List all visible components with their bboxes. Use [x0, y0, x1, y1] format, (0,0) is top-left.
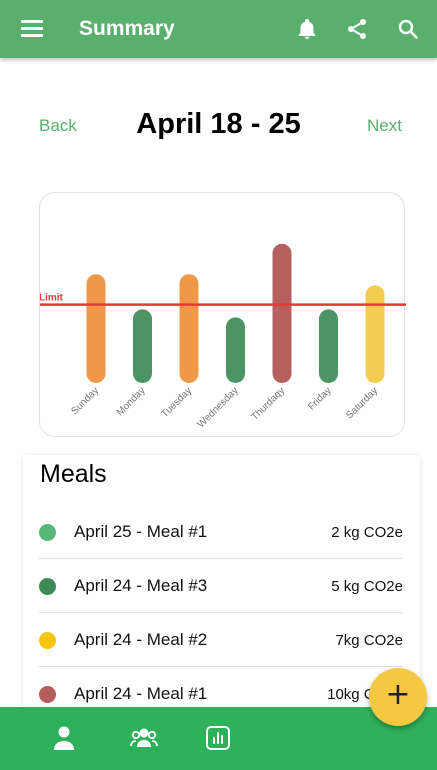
chart-category-label: Monday: [115, 385, 148, 418]
limit-label: Limit: [40, 293, 64, 304]
meal-status-dot: [39, 524, 56, 541]
chart-bar-tuesday: [179, 274, 199, 383]
chart-canvas: Sunday Monday Tuesday Wednesday Thurdaqy Frid…: [40, 243, 406, 430]
meal-name: April 24 - Meal #3: [74, 576, 208, 595]
chart-category-label: Friday: [306, 385, 333, 412]
chart-category-label: Tuesday: [159, 385, 194, 420]
bar-chart-icon[interactable]: [204, 724, 232, 752]
chart-bar-friday: [319, 309, 338, 383]
meal-emission: 5 kg CO2e: [331, 578, 403, 595]
chart-category-label: Thurdaqy: [249, 385, 287, 423]
next-button[interactable]: Next: [367, 116, 402, 135]
meal-list-item[interactable]: April 24 - Meal #3 5 kg CO2e: [39, 559, 403, 613]
back-button[interactable]: Back: [39, 116, 77, 135]
meal-status-dot: [39, 686, 56, 703]
week-navigator: Back April 18 - 25 Next: [0, 100, 437, 152]
group-icon[interactable]: [130, 724, 158, 752]
chart-category-label: Saturday: [344, 385, 380, 421]
meals-card: Meals April 25 - Meal #1 2 kg CO2e April…: [23, 455, 420, 715]
week-range-title: April 18 - 25: [136, 108, 301, 140]
chart-bar-sunday: [86, 274, 106, 383]
menu-icon[interactable]: [21, 20, 43, 38]
meals-heading: Meals: [40, 460, 107, 488]
meal-name: April 24 - Meal #2: [74, 630, 208, 649]
add-meal-button[interactable]: +: [369, 668, 427, 726]
meal-list-item[interactable]: April 25 - Meal #1 2 kg CO2e: [39, 505, 403, 559]
person-icon[interactable]: [50, 724, 78, 752]
meal-status-dot: [39, 578, 56, 595]
meal-emission: 7kg CO2e: [335, 632, 403, 649]
chart-bar-thurdaqy: [272, 243, 292, 383]
chart-category-label: Wednesday: [196, 385, 241, 430]
page-title: Summary: [79, 17, 175, 40]
meal-list-item[interactable]: April 24 - Meal #2 7kg CO2e: [39, 613, 403, 667]
meal-status-dot: [39, 632, 56, 649]
share-icon[interactable]: [345, 17, 369, 41]
chart-bar-wednesday: [226, 317, 245, 383]
bell-icon[interactable]: [295, 17, 319, 41]
app-bar: Summary: [0, 0, 437, 58]
search-icon[interactable]: [396, 17, 420, 41]
chart-bar-monday: [133, 309, 152, 383]
meal-name: April 25 - Meal #1: [74, 522, 208, 541]
meal-emission: 2 kg CO2e: [331, 524, 403, 541]
chart-bar-saturday: [365, 285, 385, 383]
meal-name: April 24 - Meal #1: [74, 684, 208, 703]
weekly-emissions-chart: Sunday Monday Tuesday Wednesday Thurdaqy Frid…: [39, 192, 406, 437]
bottom-navigation: [0, 707, 437, 770]
chart-category-label: Sunday: [69, 385, 101, 417]
